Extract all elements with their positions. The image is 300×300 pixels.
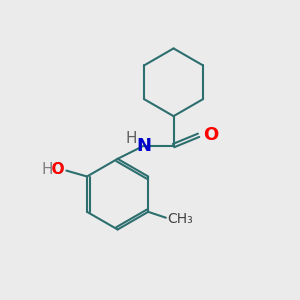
- Text: N: N: [136, 136, 152, 154]
- Text: O: O: [41, 162, 65, 177]
- Text: O: O: [203, 126, 218, 144]
- Text: HO: HO: [41, 162, 65, 177]
- Text: CH₃: CH₃: [167, 212, 193, 226]
- Text: H: H: [125, 131, 136, 146]
